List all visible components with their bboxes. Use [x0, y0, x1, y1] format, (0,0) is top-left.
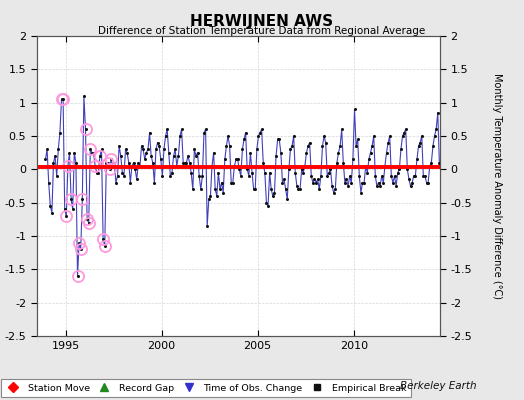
Legend: Station Move, Record Gap, Time of Obs. Change, Empirical Break: Station Move, Record Gap, Time of Obs. C…	[1, 379, 411, 397]
Text: HERWIJNEN AWS: HERWIJNEN AWS	[190, 14, 334, 29]
Y-axis label: Monthly Temperature Anomaly Difference (°C): Monthly Temperature Anomaly Difference (…	[492, 73, 502, 299]
Text: Berkeley Earth: Berkeley Earth	[400, 381, 477, 391]
Text: Difference of Station Temperature Data from Regional Average: Difference of Station Temperature Data f…	[99, 26, 425, 36]
